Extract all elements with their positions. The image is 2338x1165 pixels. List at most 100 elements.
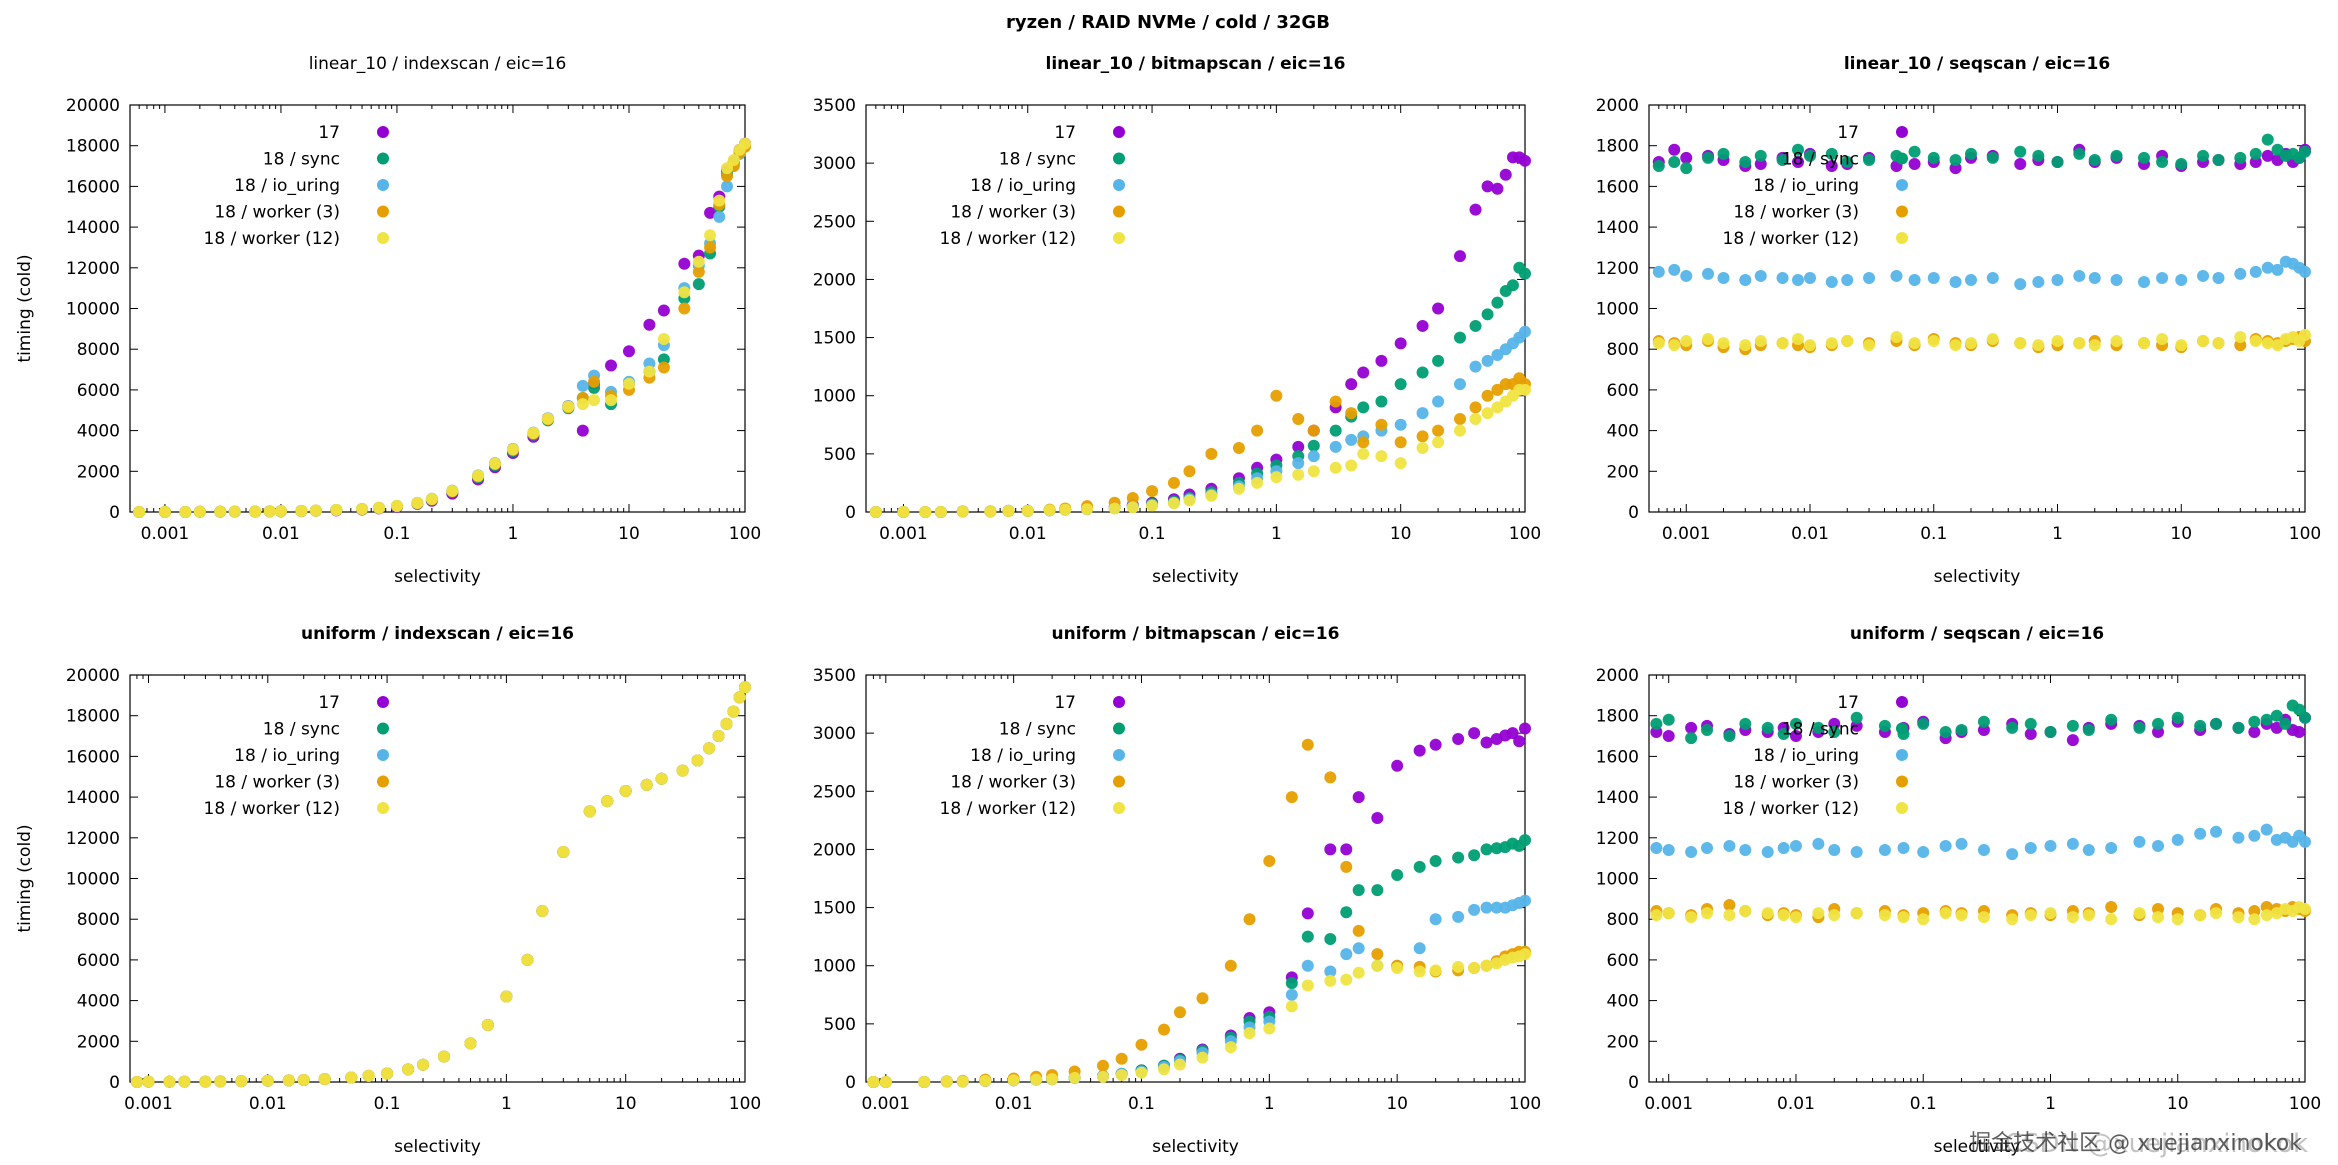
data-point [1301,738,1314,751]
data-point [2032,149,2045,162]
y-tick-label: 200 [1607,462,1639,482]
data-point [1357,447,1370,460]
x-tick-label: 0.1 [383,524,410,544]
data-point [1804,271,1817,284]
data-point [178,1075,191,1088]
data-point [1146,499,1159,512]
data-point [692,255,705,268]
data-point [1650,717,1663,730]
data-point [2175,158,2188,171]
data-point [1650,841,1663,854]
data-point [2175,274,2188,287]
data-point [1059,503,1072,516]
data-point [1662,844,1675,857]
data-point [1081,503,1094,516]
data-point [1324,974,1337,987]
series-18-io-uring [130,681,751,1088]
series-17 [133,137,751,518]
chart-panel-3: 0 200 400 600 800 1000 1200 1400 1600 1800 2000 0.0… [1596,54,2321,587]
y-tick-label: 2000 [813,270,856,290]
data-point [1897,841,1910,854]
y-tick-label: 10000 [66,300,120,320]
data-point [2051,335,2064,348]
legend-marker [1113,749,1125,761]
data-point [934,506,947,518]
data-point [676,764,689,777]
y-tick-label: 10000 [66,870,120,890]
data-point [1096,1059,1109,1072]
series-18-worker-12- [869,383,1531,518]
data-point [1046,1073,1059,1086]
data-point [1777,728,1790,741]
data-point [557,846,570,859]
chart-title: linear_10 / bitmapscan / eic=16 [1046,54,1346,74]
data-point [1468,727,1481,740]
data-point [1927,271,1940,284]
series-18-io-uring [133,139,751,518]
y-tick-label: 2000 [1596,666,1639,686]
x-tick-label: 100 [2289,1094,2321,1114]
legend-label: 18 / worker (3) [214,773,340,793]
data-point [2299,903,2311,916]
data-point [1723,898,1736,911]
data-point [297,1073,310,1086]
data-point [2066,837,2079,850]
data-point [1126,492,1139,505]
data-point [472,469,485,482]
data-point [1499,168,1512,181]
data-point [984,505,997,518]
x-tick-label: 0.01 [1791,524,1829,544]
data-point [1183,494,1196,507]
data-point [713,210,726,223]
data-point [576,424,589,437]
data-point [1096,1070,1109,1083]
data-point [2105,913,2118,926]
data-point [1519,154,1531,167]
data-point [703,742,716,755]
legend: 17 18 / sync 18 / io_uring 18 / worker (3) 1… [940,693,1125,819]
chart-title: linear_10 / seqscan / eic=16 [1844,54,2110,74]
data-point [1812,721,1825,734]
plot-frame [865,104,1526,513]
data-point [1519,383,1531,396]
data-point [2088,271,2101,284]
x-tick-label: 1 [501,1094,512,1114]
y-tick-label: 4000 [77,422,120,442]
data-point [657,304,670,317]
data-point [2014,337,2027,350]
data-point [1481,407,1494,420]
data-point [1850,907,1863,920]
data-point [1927,151,1940,164]
legend-marker [1896,126,1908,138]
legend-marker [1113,696,1125,708]
data-point [228,505,241,518]
data-point [1828,909,1841,922]
data-point [1452,851,1465,864]
data-point [2260,713,2273,726]
x-axis-label: selectivity [394,567,481,587]
y-tick-label: 2500 [813,212,856,232]
data-point [1739,905,1752,918]
x-tick-label: 1 [1271,524,1282,544]
y-tick-label: 600 [1607,951,1639,971]
series-18-worker-3- [133,140,751,518]
data-point [1792,155,1805,168]
data-point [2232,721,2245,734]
data-point [1685,721,1698,734]
data-point [1469,412,1482,425]
data-point [1754,269,1767,282]
data-point [692,278,705,291]
y-tick-label: 400 [1607,422,1639,442]
data-point [1453,250,1466,263]
data-point [704,241,717,254]
data-point [1878,844,1891,857]
data-point [1652,265,1665,278]
data-point [1232,442,1245,455]
data-point [1452,910,1465,923]
data-point [1761,846,1774,859]
data-point [1292,468,1305,481]
data-point [1965,274,1978,287]
data-point [2261,133,2274,146]
data-point [2152,717,2165,730]
data-point [2249,147,2262,160]
